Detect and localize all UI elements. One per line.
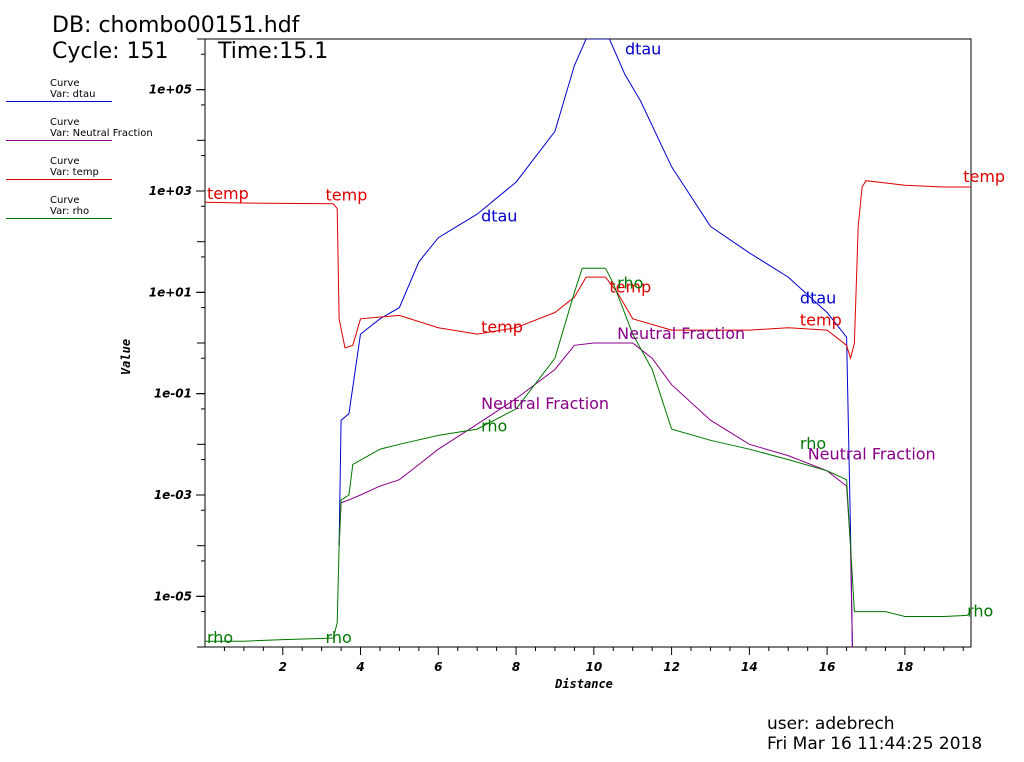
- db-title: DB: chombo00151.hdf: [52, 13, 300, 38]
- curve-label-neutral-fraction: Neutral Fraction: [808, 445, 936, 464]
- y-tick-label: 1e+03: [149, 184, 192, 198]
- curve-label-temp: temp: [963, 167, 1005, 186]
- legend-var: Var: rho: [50, 206, 90, 217]
- user-label: user: adebrech: [767, 714, 895, 734]
- x-tick-label: 6: [434, 660, 442, 674]
- curve-label-neutral-fraction: Neutral Fraction: [481, 394, 609, 413]
- cycle-label: Cycle: 151: [52, 39, 169, 64]
- legend-var: Var: temp: [50, 167, 99, 178]
- curve-label-rho: rho: [481, 416, 507, 435]
- curve-label-rho: rho: [800, 434, 826, 453]
- legend-var: Var: Neutral Fraction: [50, 128, 153, 139]
- legend-entry: Curve Var: temp: [6, 156, 112, 180]
- y-tick-label: 1e-01: [154, 387, 192, 401]
- legend-line: [6, 140, 112, 141]
- date-label: Fri Mar 16 11:44:25 2018: [767, 734, 983, 754]
- legend-title: Curve: [50, 195, 80, 206]
- series-line-dtau: [338, 39, 853, 647]
- curve-label-temp: temp: [609, 277, 651, 296]
- legend-title: Curve: [50, 156, 80, 167]
- curve-label-rho: rho: [326, 628, 352, 647]
- curve-label-temp: temp: [481, 318, 523, 337]
- series-line-neutral-fraction: [338, 342, 853, 647]
- x-tick-label: 2: [279, 660, 287, 674]
- curve-label-rho: rho: [207, 628, 233, 647]
- x-tick-label: 18: [897, 660, 914, 674]
- x-tick-label: 4: [355, 660, 364, 674]
- curve-label-dtau: dtau: [481, 207, 517, 226]
- y-axis-title: Value: [119, 339, 133, 375]
- legend-entry: Curve Var: Neutral Fraction: [6, 117, 153, 141]
- legend-title: Curve: [50, 117, 80, 128]
- curve-label-temp: temp: [207, 184, 249, 203]
- curve-label-dtau: dtau: [625, 39, 661, 58]
- plot-frame: [204, 38, 972, 648]
- curve-label-temp: temp: [326, 185, 368, 204]
- curve-label-rho: rho: [617, 273, 643, 292]
- x-tick-label: 12: [663, 660, 680, 674]
- x-tick-label: 16: [819, 660, 836, 674]
- curve-label-rho: rho: [967, 601, 993, 620]
- legend-var: Var: dtau: [50, 89, 96, 100]
- legend-entry: Curve Var: dtau: [6, 78, 112, 102]
- x-tick-label: 8: [512, 660, 520, 674]
- curve-label-dtau: dtau: [800, 289, 836, 308]
- x-tick-label: 10: [585, 660, 602, 674]
- y-tick-label: 1e-05: [154, 589, 192, 603]
- x-axis-title: Distance: [554, 677, 613, 691]
- legend-line: [6, 218, 112, 219]
- curve-label-temp: temp: [800, 311, 842, 330]
- time-label: Time:15.1: [218, 39, 329, 64]
- legend-entry: Curve Var: rho: [6, 195, 112, 219]
- series-line-temp: [205, 180, 971, 361]
- legend-line: [6, 179, 112, 180]
- legend-title: Curve: [50, 78, 80, 89]
- y-tick-label: 1e+01: [149, 285, 192, 299]
- legend-line: [6, 101, 112, 102]
- series-line-rho: [205, 267, 971, 642]
- y-tick-label: 1e+05: [149, 83, 192, 97]
- x-tick-label: 14: [741, 660, 758, 674]
- curve-label-neutral-fraction: Neutral Fraction: [617, 324, 745, 343]
- y-tick-label: 1e-03: [154, 488, 192, 502]
